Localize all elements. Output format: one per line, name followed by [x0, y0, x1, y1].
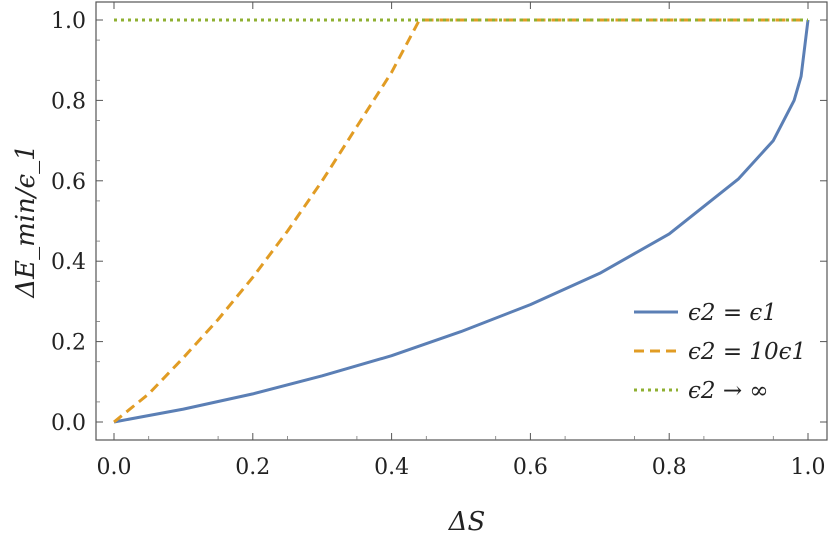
tick-marks	[96, 2, 827, 440]
x-tick-label: 0.6	[513, 455, 548, 480]
y-tick-label: 0.4	[51, 250, 86, 275]
x-tick-label: 1.0	[791, 455, 826, 480]
series-line-1	[113, 19, 810, 424]
y-tick-label: 1.0	[51, 9, 86, 34]
x-tick-label: 0.4	[374, 455, 409, 480]
legend-label-3: ϵ2 → ∞	[688, 378, 769, 404]
x-tick-label: 0.2	[235, 455, 270, 480]
legend-label-2: ϵ2 = 10ϵ1	[688, 339, 806, 365]
y-tick-label: 0.6	[51, 170, 86, 195]
y-tick-label: 0.2	[51, 331, 86, 356]
y-tick-label: 0.8	[51, 89, 86, 114]
y-axis-title: ΔE_min/ϵ_1	[11, 144, 41, 298]
y-tick-labels: 0.0 0.2 0.4 0.6 0.8 1.0	[51, 9, 86, 436]
legend: ϵ2 = ϵ1 ϵ2 = 10ϵ1 ϵ2 → ∞	[634, 300, 806, 404]
plot-frame	[95, 1, 828, 441]
x-tick-label: 0.0	[97, 455, 132, 480]
legend-label-1: ϵ2 = ϵ1	[688, 300, 777, 326]
x-axis-title: ΔS	[448, 507, 486, 537]
y-tick-label: 0.0	[51, 411, 86, 436]
x-tick-labels: 0.0 0.2 0.4 0.6 0.8 1.0	[97, 455, 826, 480]
x-tick-label: 0.8	[652, 455, 687, 480]
series-layer	[113, 18, 810, 424]
